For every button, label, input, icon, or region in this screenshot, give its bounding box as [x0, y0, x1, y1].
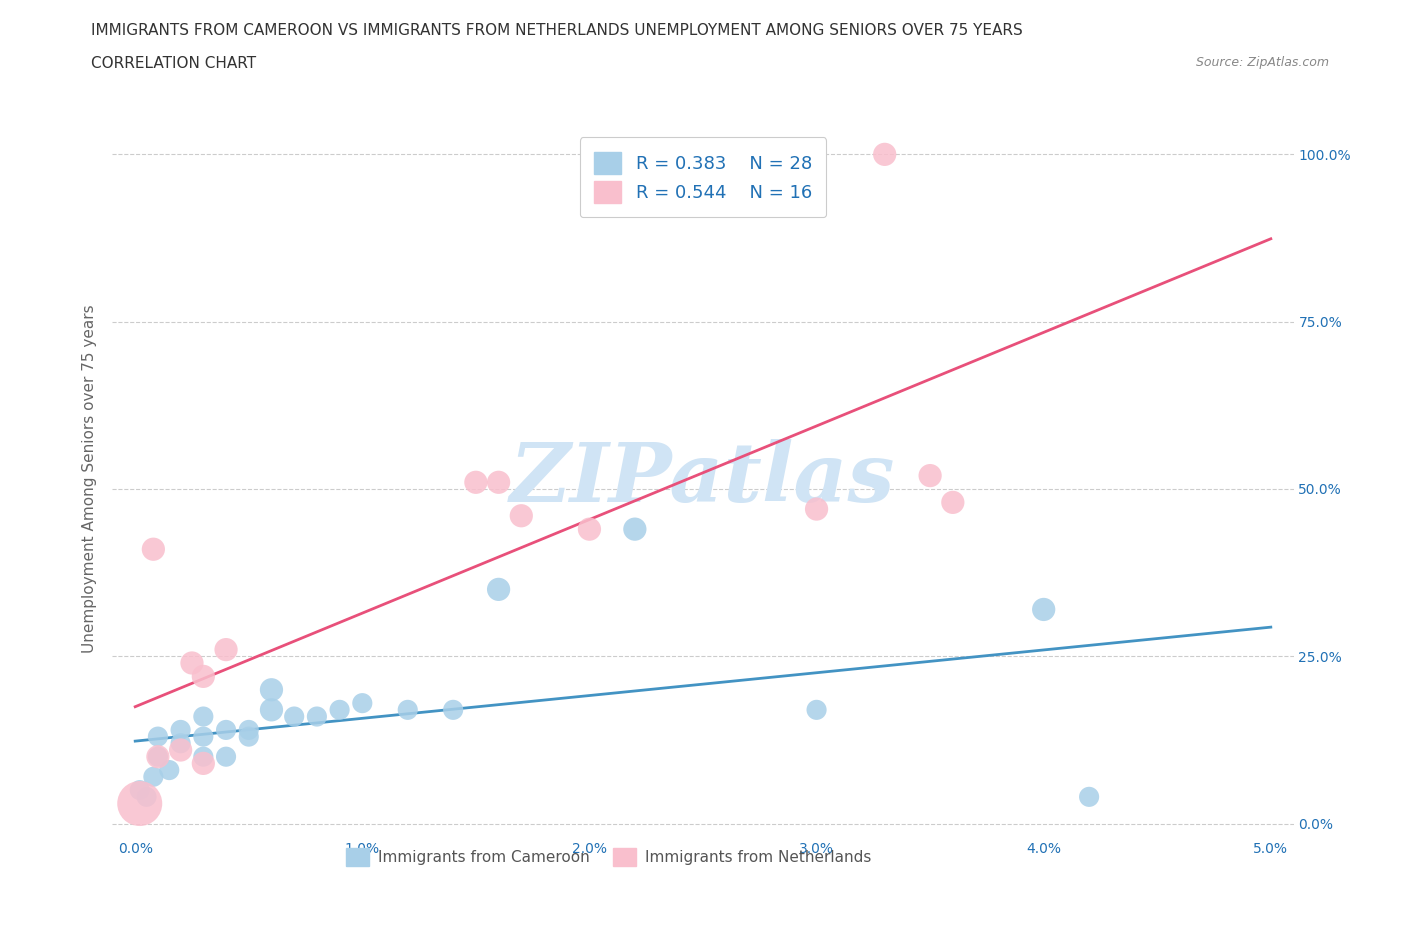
Point [193, 756, 215, 771]
Point [193, 750, 215, 764]
Point [169, 736, 191, 751]
Point [135, 790, 157, 804]
Point [215, 643, 238, 658]
Point [146, 750, 169, 764]
Point [215, 750, 238, 764]
Point [396, 702, 419, 717]
Point [260, 702, 283, 717]
Text: IMMIGRANTS FROM CAMEROON VS IMMIGRANTS FROM NETHERLANDS UNEMPLOYMENT AMONG SENIO: IMMIGRANTS FROM CAMEROON VS IMMIGRANTS F… [91, 23, 1024, 38]
Point [806, 702, 828, 717]
Point [146, 750, 169, 764]
Point [510, 509, 533, 524]
Point [238, 723, 260, 737]
Point [283, 709, 305, 724]
Point [193, 669, 215, 684]
Point [441, 702, 464, 717]
Point [142, 769, 165, 784]
Point [146, 729, 169, 744]
Text: Source: ZipAtlas.com: Source: ZipAtlas.com [1195, 56, 1329, 69]
Text: CORRELATION CHART: CORRELATION CHART [91, 56, 256, 71]
Text: ZIPatlas: ZIPatlas [510, 439, 896, 519]
Point [215, 723, 238, 737]
Point [920, 468, 942, 483]
Point [193, 729, 215, 744]
Point [488, 475, 510, 490]
Y-axis label: Unemployment Among Seniors over 75 years: Unemployment Among Seniors over 75 years [82, 305, 97, 653]
Point [873, 147, 896, 162]
Point [329, 702, 352, 717]
Point [169, 742, 191, 757]
Point [942, 495, 965, 510]
Point [305, 709, 328, 724]
Point [260, 683, 283, 698]
Point [193, 709, 215, 724]
Point [238, 729, 260, 744]
Point [1078, 790, 1101, 804]
Point [169, 723, 191, 737]
Legend: Immigrants from Cameroon, Immigrants from Netherlands: Immigrants from Cameroon, Immigrants fro… [340, 842, 877, 872]
Point [624, 522, 647, 537]
Point [578, 522, 600, 537]
Point [806, 501, 828, 516]
Point [128, 783, 150, 798]
Point [488, 582, 510, 597]
Point [181, 656, 204, 671]
Point [142, 542, 165, 557]
Point [352, 696, 374, 711]
Point [1032, 602, 1054, 617]
Point [128, 796, 150, 811]
Point [157, 763, 180, 777]
Point [464, 475, 486, 490]
